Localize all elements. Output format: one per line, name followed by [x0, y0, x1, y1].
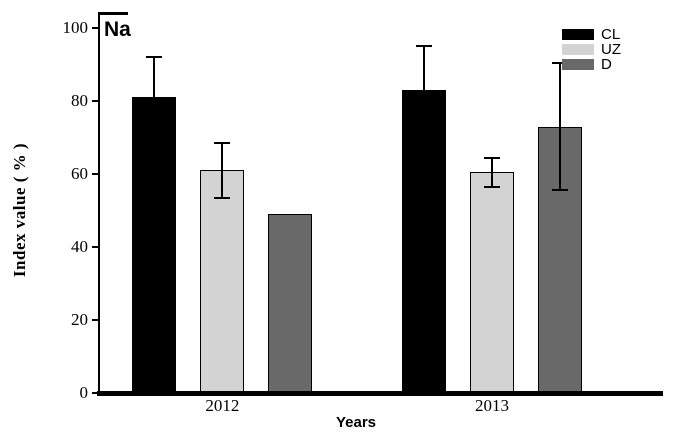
x-axis-title: Years	[335, 414, 377, 431]
y-tick-label: 80	[71, 91, 88, 110]
legend-swatch-D	[562, 59, 594, 70]
error-bar-cap	[551, 189, 568, 192]
bar-D-2012	[268, 214, 313, 393]
axis-frame-stub	[98, 12, 128, 15]
y-tick-label: 40	[71, 237, 88, 256]
bar-UZ-2013	[469, 172, 514, 393]
y-tick-mark	[92, 100, 100, 102]
bar-UZ-2012	[200, 170, 245, 393]
y-tick-mark	[92, 27, 100, 29]
legend-item-UZ: UZ	[562, 41, 621, 58]
y-axis-line	[98, 12, 100, 396]
plot-area	[100, 28, 656, 393]
legend-label-UZ: UZ	[601, 41, 621, 58]
panel-label: Na	[104, 18, 131, 41]
y-tick-label: 60	[71, 164, 88, 183]
legend: CL UZ D	[562, 26, 621, 73]
y-tick-mark	[92, 173, 100, 175]
x-axis-line	[97, 391, 663, 396]
error-bar-cap	[415, 45, 432, 48]
error-bar-cap	[483, 156, 500, 159]
bar-CL-2013	[401, 90, 446, 393]
legend-item-D: D	[562, 56, 621, 73]
y-tick-mark	[92, 392, 100, 394]
legend-label-D: D	[601, 56, 612, 73]
legend-label-CL: CL	[601, 26, 621, 43]
y-tick-label: 20	[71, 310, 88, 329]
category-label-2013: 2013	[474, 396, 509, 415]
y-axis-title: Index value ( % )	[10, 142, 29, 278]
error-bar-line	[558, 62, 561, 191]
legend-item-CL: CL	[562, 26, 621, 43]
y-tick-mark	[92, 246, 100, 248]
legend-swatch-UZ	[562, 44, 594, 55]
error-bar-cap	[146, 56, 163, 59]
error-bar-line	[153, 57, 156, 138]
error-bar-line	[490, 157, 493, 187]
error-bar-cap	[214, 196, 231, 199]
y-tick-label: 100	[62, 18, 89, 37]
y-tick-label: 0	[79, 383, 89, 402]
error-bar-cap	[415, 132, 432, 135]
category-label-2012: 2012	[205, 396, 240, 415]
error-bar-line	[221, 142, 224, 198]
legend-swatch-CL	[562, 29, 594, 40]
error-bar-cap	[483, 185, 500, 188]
error-bar-cap	[146, 136, 163, 139]
error-bar-line	[422, 46, 425, 134]
error-bar-cap	[214, 141, 231, 144]
bar-CL-2012	[132, 97, 177, 393]
error-bar-cap	[551, 61, 568, 64]
y-tick-mark	[92, 319, 100, 321]
